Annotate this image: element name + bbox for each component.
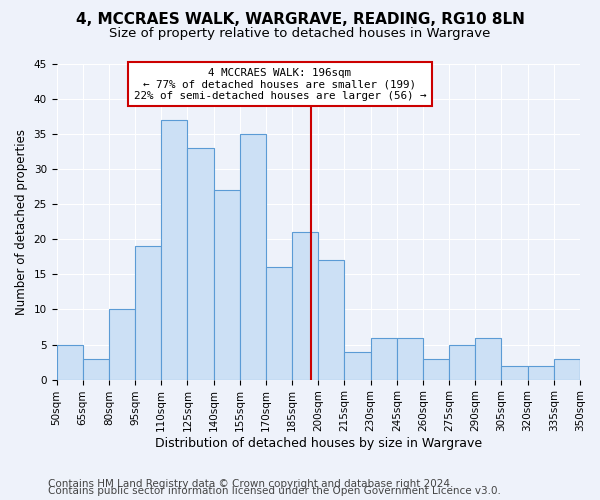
Bar <box>187 148 214 380</box>
Text: 4 MCCRAES WALK: 196sqm
← 77% of detached houses are smaller (199)
22% of semi-de: 4 MCCRAES WALK: 196sqm ← 77% of detached… <box>134 68 426 100</box>
Bar <box>83 358 109 380</box>
Bar <box>318 260 344 380</box>
Bar <box>397 338 423 380</box>
Bar <box>135 246 161 380</box>
Text: Size of property relative to detached houses in Wargrave: Size of property relative to detached ho… <box>109 28 491 40</box>
Text: Contains public sector information licensed under the Open Government Licence v3: Contains public sector information licen… <box>48 486 501 496</box>
Bar <box>449 344 475 380</box>
Bar <box>371 338 397 380</box>
Bar <box>502 366 527 380</box>
Bar <box>554 358 580 380</box>
Y-axis label: Number of detached properties: Number of detached properties <box>15 129 28 315</box>
Bar <box>266 268 292 380</box>
Bar <box>580 358 600 380</box>
Bar <box>527 366 554 380</box>
Bar <box>292 232 318 380</box>
Bar <box>475 338 502 380</box>
Bar <box>240 134 266 380</box>
Text: 4, MCCRAES WALK, WARGRAVE, READING, RG10 8LN: 4, MCCRAES WALK, WARGRAVE, READING, RG10… <box>76 12 524 28</box>
Bar <box>423 358 449 380</box>
Bar <box>214 190 240 380</box>
X-axis label: Distribution of detached houses by size in Wargrave: Distribution of detached houses by size … <box>155 437 482 450</box>
Bar <box>161 120 187 380</box>
Text: Contains HM Land Registry data © Crown copyright and database right 2024.: Contains HM Land Registry data © Crown c… <box>48 479 454 489</box>
Bar <box>56 344 83 380</box>
Bar <box>344 352 371 380</box>
Bar <box>109 310 135 380</box>
